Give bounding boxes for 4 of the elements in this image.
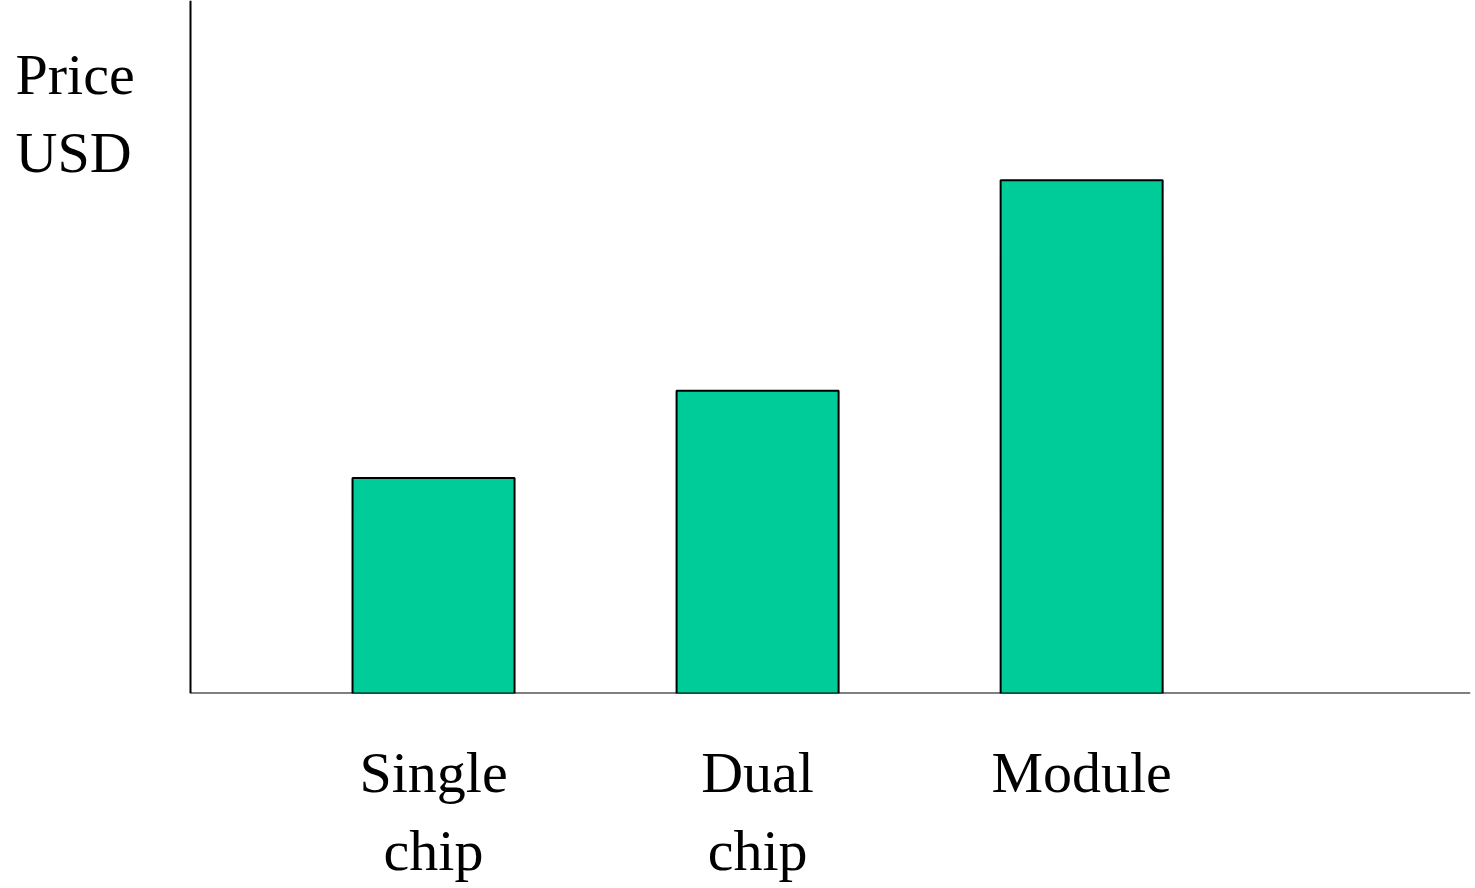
x-tick-label: Module	[991, 739, 1172, 805]
x-tick-label: Dual chip	[701, 739, 814, 883]
x-tick-label: Single chip	[359, 739, 508, 883]
y-axis-title: Price USD	[15, 41, 135, 185]
